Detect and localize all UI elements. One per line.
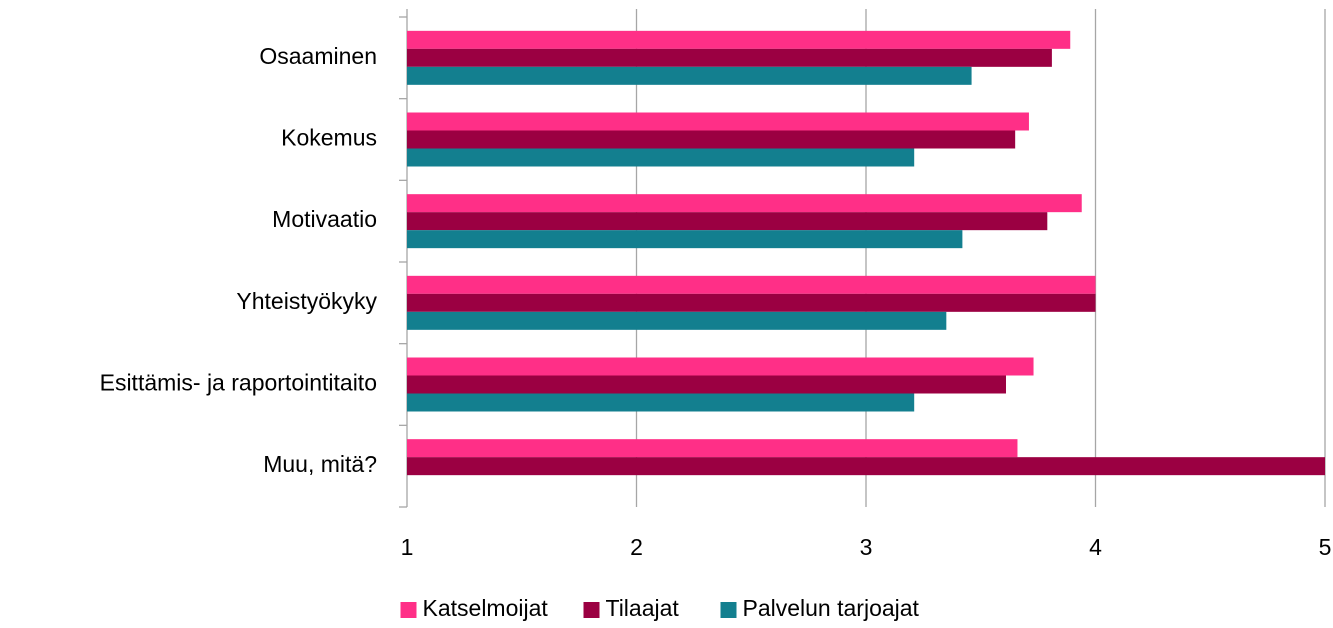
legend-label: Katselmoijat xyxy=(423,595,549,621)
legend-label: Tilaajat xyxy=(606,595,680,621)
bar xyxy=(407,112,1029,131)
y-tick-label: Motivaatio xyxy=(272,206,377,232)
bar xyxy=(407,439,1018,458)
bar xyxy=(407,30,1071,49)
bar xyxy=(407,230,963,249)
y-tick-label: Kokemus xyxy=(281,125,377,151)
bar xyxy=(407,148,915,167)
bar xyxy=(407,194,1082,213)
legend-swatch xyxy=(583,602,600,618)
legend-swatch xyxy=(400,602,417,618)
legend-swatch xyxy=(720,602,737,618)
bar xyxy=(407,48,1052,67)
bar xyxy=(407,212,1048,231)
y-tick-label: Osaaminen xyxy=(259,43,377,69)
x-tick-label: 4 xyxy=(1089,534,1102,560)
y-tick-label: Esittämis- ja raportointitaito xyxy=(100,370,377,396)
bar xyxy=(407,375,1006,394)
bar xyxy=(407,275,1096,294)
x-tick-label: 2 xyxy=(630,534,643,560)
bar xyxy=(407,393,915,412)
bar xyxy=(407,457,1325,476)
legend-label: Palvelun tarjoajat xyxy=(743,595,920,621)
x-tick-label: 3 xyxy=(860,534,873,560)
bar xyxy=(407,66,972,85)
bar xyxy=(407,293,1096,312)
y-tick-label: Muu, mitä? xyxy=(263,451,377,477)
bar xyxy=(407,130,1016,149)
x-tick-label: 1 xyxy=(401,534,414,560)
x-tick-label: 5 xyxy=(1319,534,1332,560)
bar xyxy=(407,357,1034,376)
y-tick-label: Yhteistyökyky xyxy=(236,288,377,314)
bar xyxy=(407,311,947,330)
